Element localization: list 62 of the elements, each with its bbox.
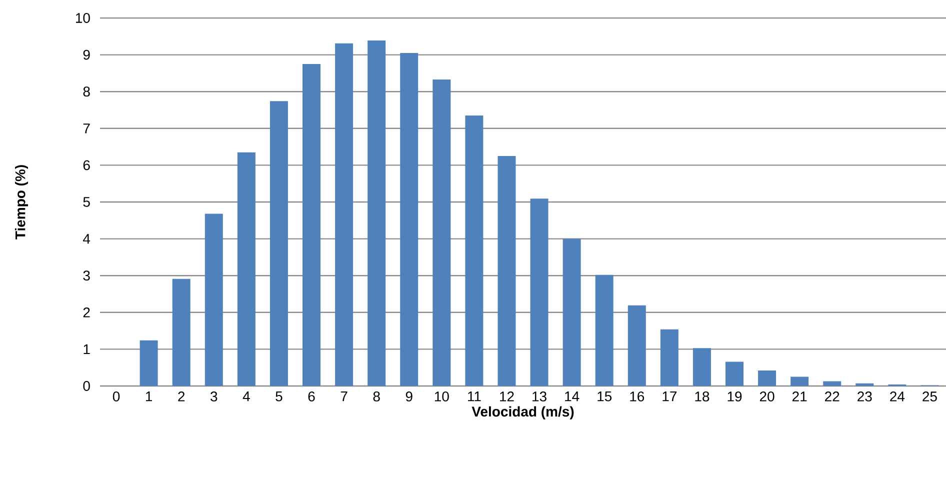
- y-tick-label: 10: [76, 13, 90, 23]
- x-tick-label: 0: [112, 392, 120, 402]
- x-tick-label: 16: [630, 392, 644, 402]
- y-tick-label: 3: [83, 270, 90, 281]
- y-tick-label: 4: [83, 234, 90, 244]
- bar: [530, 198, 548, 386]
- y-tick-label: 7: [83, 124, 90, 134]
- y-axis-title: Tiempo (%): [14, 165, 28, 240]
- x-tick-label: 9: [406, 392, 412, 402]
- y-tick-label: 1: [84, 344, 90, 354]
- bar: [725, 362, 744, 386]
- bar: [302, 64, 321, 386]
- x-tick-label: 14: [565, 392, 580, 402]
- bar: [660, 329, 678, 386]
- bar: [562, 238, 581, 386]
- y-tick-label: 9: [83, 50, 90, 60]
- x-tick-label: 4: [242, 392, 250, 402]
- bar: [204, 214, 223, 386]
- bar: [270, 101, 288, 386]
- x-tick-label: 2: [178, 392, 185, 402]
- bar: [595, 274, 614, 386]
- y-tick-label: 6: [83, 160, 90, 170]
- bar: [368, 40, 386, 386]
- bar: [237, 152, 256, 386]
- bar: [692, 348, 711, 386]
- x-tick-label: 24: [890, 392, 905, 402]
- y-tick-label: 2: [83, 307, 90, 318]
- x-tick-label: 1: [146, 392, 152, 402]
- y-tick-label: 8: [83, 86, 90, 97]
- y-tick-label: 0: [83, 381, 90, 391]
- x-tick-label: 18: [695, 392, 710, 402]
- x-tick-label: 19: [728, 392, 742, 402]
- x-tick-label: 25: [922, 392, 937, 402]
- bar: [400, 52, 418, 386]
- bar: [498, 156, 516, 386]
- x-tick-label: 3: [210, 392, 218, 402]
- x-tick-label: 11: [468, 392, 481, 402]
- bar: [790, 376, 809, 386]
- x-tick-label: 17: [662, 392, 677, 402]
- x-tick-label: 12: [500, 392, 514, 402]
- x-tick-label: 15: [598, 392, 612, 402]
- x-tick-label: 7: [340, 392, 348, 402]
- y-tick-label: 5: [83, 197, 90, 207]
- bar: [758, 370, 776, 386]
- bar: [856, 383, 874, 386]
- bar: [140, 340, 158, 386]
- bar: [335, 43, 354, 386]
- x-tick-label: 5: [276, 392, 282, 402]
- bar: [465, 116, 484, 386]
- x-tick-label: 10: [434, 392, 449, 402]
- x-tick-label: 22: [825, 392, 840, 402]
- x-tick-label: 21: [792, 392, 807, 402]
- x-tick-label: 20: [760, 392, 774, 402]
- bar: [823, 381, 842, 386]
- bar: [172, 278, 190, 386]
- x-axis-title: Velocidad (m/s): [472, 406, 574, 420]
- x-tick-label: 8: [373, 392, 380, 402]
- x-tick-label: 13: [532, 392, 546, 402]
- bar: [628, 305, 646, 386]
- x-tick-label: 23: [858, 392, 872, 402]
- x-tick-label: 6: [308, 392, 315, 402]
- bar: [432, 79, 451, 386]
